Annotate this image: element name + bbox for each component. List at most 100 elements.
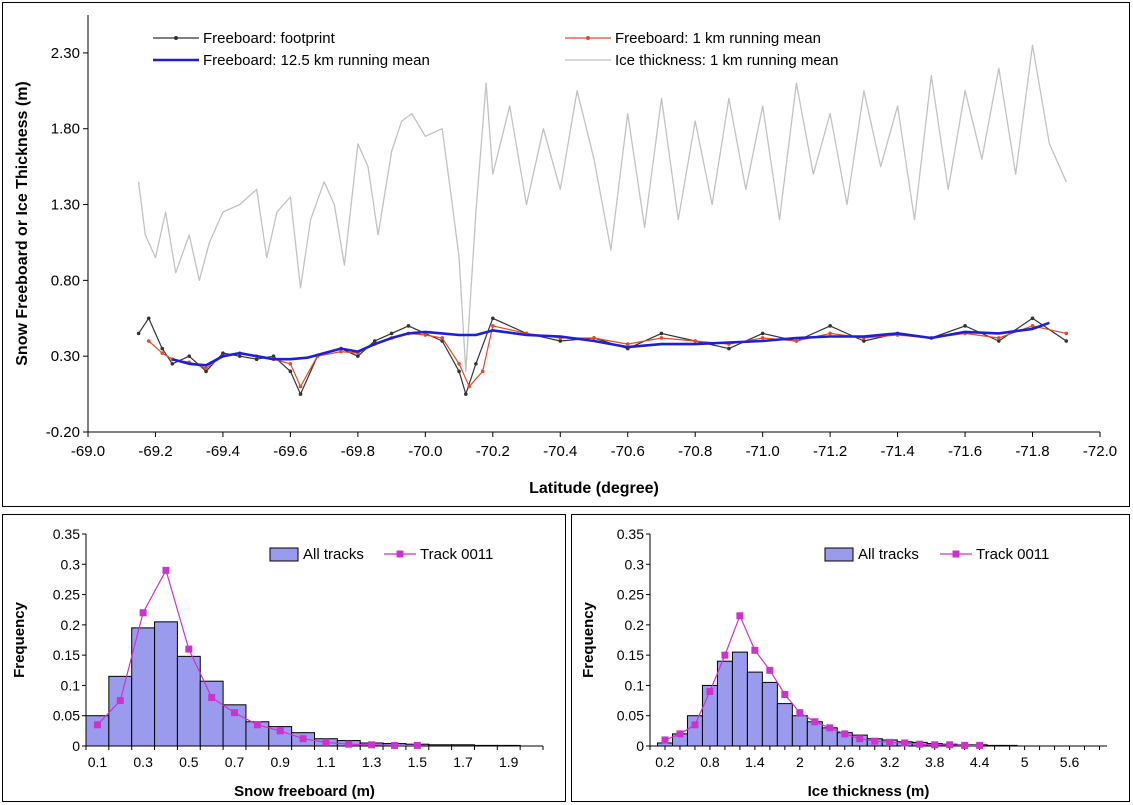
- x-tick-label: -71.6: [948, 443, 982, 460]
- y-tick-label: 2.30: [51, 45, 80, 62]
- y-tick-label: 0.25: [53, 587, 80, 603]
- histogram-bar: [746, 671, 763, 747]
- data-point: [659, 336, 664, 340]
- y-tick-label: 0.05: [617, 708, 644, 724]
- data-point: [946, 741, 954, 749]
- x-tick-label: 0.1: [88, 754, 108, 770]
- histogram-bar: [731, 651, 748, 747]
- histogram-bar: [776, 703, 793, 747]
- data-point: [204, 366, 208, 371]
- y-tick-label: 0.30: [51, 348, 80, 365]
- y-tick-label: 0.35: [53, 526, 80, 542]
- data-point: [160, 351, 165, 355]
- data-point: [146, 339, 151, 343]
- data-point: [976, 741, 984, 749]
- data-point: [828, 331, 832, 336]
- x-tick-label: 3.8: [925, 754, 945, 770]
- histogram-bar: [761, 681, 778, 747]
- data-point: [961, 741, 969, 749]
- data-point: [796, 709, 804, 717]
- freeboard-latitude-chart: -0.20 0.30 0.80 1.30 1.80 2.30 -69.0 -69.2 -69.4…: [14, 15, 1117, 497]
- y-tick-label: 0.15: [53, 647, 80, 663]
- data-point: [339, 349, 343, 354]
- x-tick-label: 4.4: [970, 754, 990, 770]
- data-point: [691, 721, 699, 729]
- legend-label: All tracks: [858, 546, 919, 563]
- data-point: [221, 351, 225, 355]
- data-point: [146, 316, 151, 321]
- data-point: [736, 612, 744, 620]
- data-point: [811, 718, 819, 726]
- data-point: [413, 741, 421, 749]
- x-tick-label: 0.5: [179, 754, 199, 770]
- legend-label: Ice thickness: 1 km running mean: [615, 52, 838, 69]
- data-point: [208, 694, 216, 702]
- data-point: [390, 741, 398, 749]
- data-point: [368, 741, 376, 749]
- x-axis-title: Ice thickness (m): [808, 783, 930, 800]
- x-tick-label: -70.6: [611, 443, 645, 460]
- data-point: [467, 384, 471, 389]
- data-point: [766, 666, 774, 674]
- data-point: [204, 369, 208, 374]
- x-axis-title: Latitude (degree): [529, 480, 659, 497]
- data-point: [271, 354, 276, 358]
- data-point: [826, 724, 834, 732]
- data-point: [457, 361, 461, 366]
- data-point: [706, 687, 714, 695]
- x-tick-label: 1.7: [453, 754, 473, 770]
- x-tick-label: -70.2: [476, 443, 510, 460]
- data-point: [721, 651, 729, 659]
- data-point: [1030, 316, 1035, 321]
- histogram-bar: [791, 715, 808, 747]
- histogram-bar: [176, 655, 201, 747]
- data-point: [592, 336, 596, 340]
- histogram-bar: [108, 675, 133, 747]
- x-tick-label: -72.0: [1083, 443, 1117, 460]
- x-tick-label: 5.6: [1060, 754, 1080, 770]
- histogram-bar: [85, 715, 110, 747]
- y-tick-label: 0.1: [61, 677, 81, 693]
- data-point: [841, 730, 849, 738]
- legend-swatch-marker: [586, 36, 590, 40]
- x-tick-label: -71.0: [746, 443, 780, 460]
- y-tick-label: 1.30: [51, 197, 80, 214]
- data-point: [116, 697, 124, 705]
- x-tick-label: -70.4: [543, 443, 577, 460]
- y-tick-label: 0.3: [61, 556, 81, 572]
- y-tick-label: 0.15: [617, 647, 644, 663]
- x-tick-label: 2: [796, 754, 804, 770]
- x-tick-label: 1.3: [362, 754, 382, 770]
- data-point: [254, 357, 259, 362]
- series-line-freeboard-1-km-running-mean: [148, 325, 1067, 388]
- data-point: [162, 566, 170, 574]
- x-tick-label: 5: [1021, 754, 1029, 770]
- data-point: [871, 737, 879, 745]
- data-point: [298, 392, 303, 396]
- x-tick-label: -69.4: [206, 443, 240, 460]
- data-point: [751, 646, 759, 654]
- data-point: [997, 336, 1001, 340]
- y-axis-title: Frequency: [580, 601, 597, 678]
- data-point: [794, 339, 799, 343]
- x-tick-label: -71.2: [813, 443, 847, 460]
- data-point: [288, 369, 293, 374]
- y-tick-label: 0.2: [61, 617, 81, 633]
- ice-thickness-histogram-panel: 0 0.05 0.1 0.15 0.2 0.25 0.3 0.35 0.2 0.8 1.4 2 2.6 3…: [571, 514, 1130, 802]
- y-tick-label: 0.2: [625, 617, 645, 633]
- data-point: [1064, 331, 1069, 336]
- data-point: [322, 738, 330, 746]
- legend-label: Freeboard: 12.5 km running mean: [203, 52, 430, 69]
- ice-thickness-histogram: 0 0.05 0.1 0.15 0.2 0.25 0.3 0.35 0.2 0.8 1.4 2 2.6 3…: [580, 526, 1107, 800]
- data-point: [491, 316, 495, 321]
- data-point: [288, 361, 293, 366]
- series-line-freeboard-12-5-km-running-mean: [171, 321, 1050, 367]
- legend-swatch-track-marker: [952, 550, 960, 558]
- x-tick-label: 1.4: [745, 754, 765, 770]
- y-axis-title: Snow Freeboard or Ice Thickness (m): [14, 81, 31, 366]
- data-point: [693, 339, 697, 343]
- legend-label: Track 0011: [420, 546, 493, 563]
- data-point: [661, 736, 669, 744]
- legend-label: Track 0011: [976, 546, 1049, 563]
- x-tick-label: -71.8: [1015, 443, 1049, 460]
